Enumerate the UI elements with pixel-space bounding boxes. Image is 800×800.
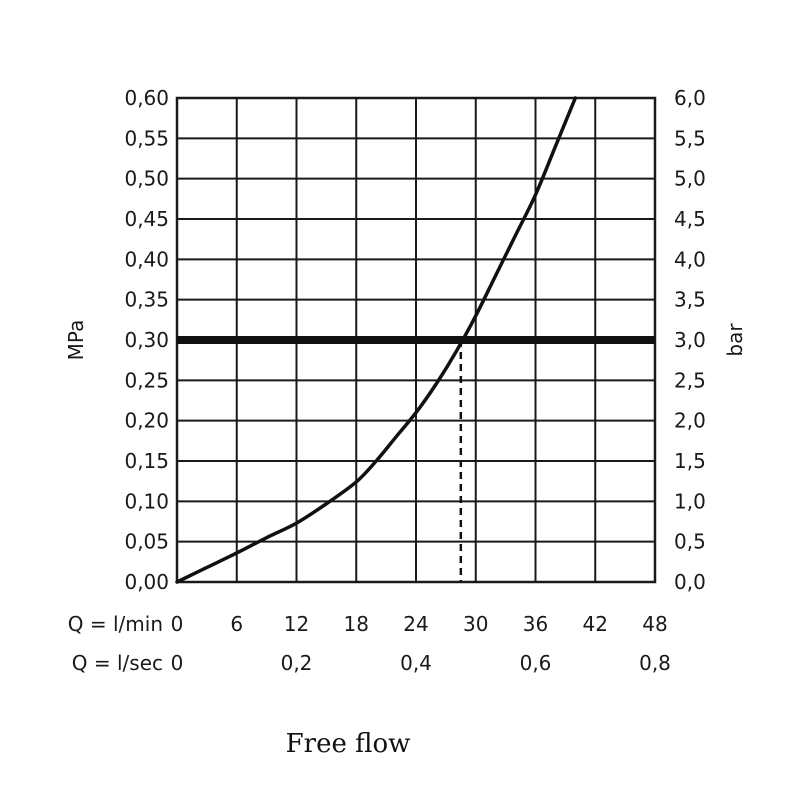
x-lmin-tick-label: 12: [284, 612, 309, 636]
left-tick-label: 0,30: [124, 328, 169, 352]
x-lsec-tick-label: 0,2: [281, 651, 313, 675]
right-tick-label: 1,5: [674, 449, 706, 473]
x-lmin-tick-label: 36: [523, 612, 548, 636]
left-tick-label: 0,45: [124, 207, 169, 231]
x-lsec-tick-label: 0: [171, 651, 184, 675]
right-tick-label: 0,5: [674, 530, 706, 554]
right-tick-label: 3,0: [674, 328, 706, 352]
right-tick-label: 1,0: [674, 489, 706, 513]
chart-title: Free flow: [286, 729, 411, 759]
x-axis-lsec-ticks: 0 0,2 0,4 0,6 0,8: [171, 651, 671, 675]
left-tick-label: 0,10: [124, 489, 169, 513]
right-tick-label: 6,0: [674, 86, 706, 110]
x-lmin-tick-label: 42: [583, 612, 608, 636]
right-tick-label: 4,0: [674, 247, 706, 271]
left-tick-label: 0,55: [124, 126, 169, 150]
x-axis-lmin-label: Q = l/min: [68, 612, 163, 636]
x-lmin-tick-label: 24: [403, 612, 428, 636]
left-tick-label: 0,00: [124, 570, 169, 594]
x-axis-lmin-ticks: 0 6 12 18 24 30 36 42 48: [171, 612, 668, 636]
right-tick-label: 2,0: [674, 409, 706, 433]
right-tick-label: 5,5: [674, 126, 706, 150]
left-axis-ticks: 0,00 0,05 0,10 0,15 0,20 0,25 0,30 0,35 0,40 0,45…: [124, 86, 169, 594]
left-tick-label: 0,05: [124, 530, 169, 554]
x-lmin-tick-label: 48: [642, 612, 667, 636]
x-lsec-tick-label: 0,6: [520, 651, 552, 675]
left-axis-label: MPa: [64, 320, 88, 361]
right-tick-label: 3,5: [674, 288, 706, 312]
x-lsec-tick-label: 0,4: [400, 651, 432, 675]
x-lmin-tick-label: 6: [230, 612, 243, 636]
left-tick-label: 0,50: [124, 167, 169, 191]
x-lmin-tick-label: 18: [344, 612, 369, 636]
x-lmin-tick-label: 0: [171, 612, 184, 636]
right-tick-label: 4,5: [674, 207, 706, 231]
right-tick-label: 5,0: [674, 167, 706, 191]
right-tick-label: 0,0: [674, 570, 706, 594]
left-tick-label: 0,25: [124, 368, 169, 392]
right-axis-ticks: 0,0 0,5 1,0 1,5 2,0 2,5 3,0 3,5 4,0 4,5 5,0 5,5 6,0: [674, 86, 706, 594]
left-tick-label: 0,15: [124, 449, 169, 473]
left-tick-label: 0,35: [124, 288, 169, 312]
right-tick-label: 2,5: [674, 368, 706, 392]
x-axis-lsec-label: Q = l/sec: [72, 651, 163, 675]
x-lsec-tick-label: 0,8: [639, 651, 671, 675]
left-tick-label: 0,40: [124, 247, 169, 271]
left-tick-label: 0,60: [124, 86, 169, 110]
left-tick-label: 0,20: [124, 409, 169, 433]
x-lmin-tick-label: 30: [463, 612, 488, 636]
right-axis-label: bar: [723, 323, 747, 357]
